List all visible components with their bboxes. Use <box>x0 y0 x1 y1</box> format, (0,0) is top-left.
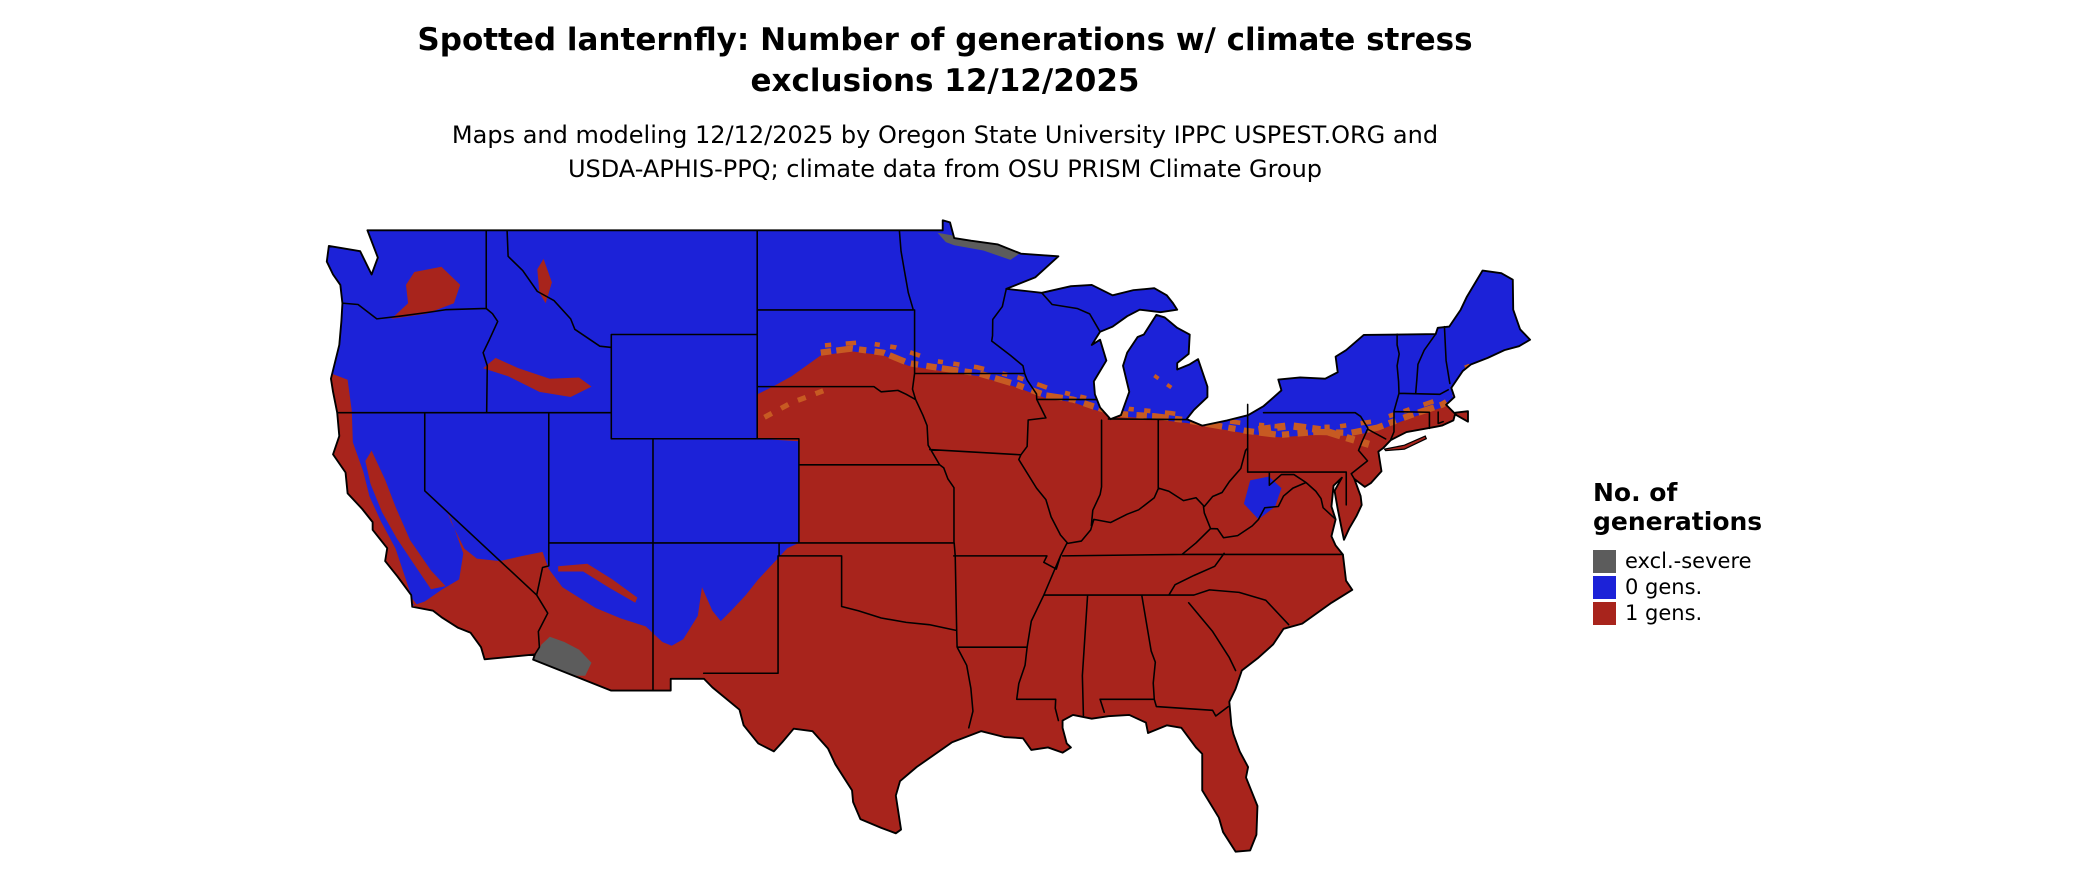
swatch-rect <box>1593 576 1616 599</box>
legend-item-0-gens: 0 gens. <box>1593 576 1853 599</box>
map-subtitle-line2: USDA-APHIS-PPQ; climate data from OSU PR… <box>567 155 1323 183</box>
map-title-line2: exclusions 12/12/2025 <box>750 63 1140 99</box>
state-borders <box>336 229 1451 729</box>
long-island <box>1383 435 1428 452</box>
us-map <box>310 213 1540 880</box>
swatch-rect <box>1593 550 1616 573</box>
map-subtitle-line1: Maps and modeling 12/12/2025 by Oregon S… <box>451 121 1439 149</box>
zone-1-gen-coast-strip <box>326 369 420 608</box>
boundary-noise-pennsylvania <box>1258 421 1371 448</box>
map-title-line1: Spotted lanternfly: Number of generation… <box>417 22 1473 58</box>
legend-swatch-excl-severe <box>1593 550 1616 573</box>
zone-1-gen-arizona-streak <box>558 563 638 603</box>
legend-label-excl-severe: excl.-severe <box>1625 549 1752 573</box>
legend: No. of generations excl.-severe 0 gens. … <box>1593 478 1853 628</box>
zone-1-gen-main <box>411 351 1478 852</box>
legend-title-line1: No. of <box>1593 478 1678 507</box>
legend-swatch-0-gens <box>1593 576 1616 599</box>
zone-1-gen-columbia-basin <box>391 266 461 319</box>
legend-label-0-gens: 0 gens. <box>1625 575 1703 599</box>
map-subtitle: Maps and modeling 12/12/2025 by Oregon S… <box>330 118 1560 186</box>
zone-1-gen-snake-plain <box>483 357 592 398</box>
zone-0-gens-appalachia-patch <box>1243 476 1282 520</box>
legend-item-1-gens: 1 gens. <box>1593 602 1853 625</box>
legend-swatch-1-gens <box>1593 602 1616 625</box>
legend-title-line2: generations <box>1593 507 1763 536</box>
legend-title: No. of generations <box>1593 478 1853 536</box>
boundary-noise-michigan <box>1153 374 1177 392</box>
boundary-noise-band-1 <box>820 345 1459 439</box>
boundary-noise-band-2 <box>824 339 1437 430</box>
legend-label-1-gens: 1 gens. <box>1625 601 1703 625</box>
zone-1-gen-montana-valleys <box>537 258 552 304</box>
us-map-svg <box>325 219 1532 853</box>
us-outline <box>325 219 1532 853</box>
map-title: Spotted lanternfly: Number of generation… <box>330 20 1560 102</box>
swatch-rect <box>1593 602 1616 625</box>
legend-item-excl-severe: excl.-severe <box>1593 550 1853 573</box>
zone-1-gen-central-valley <box>365 450 446 590</box>
